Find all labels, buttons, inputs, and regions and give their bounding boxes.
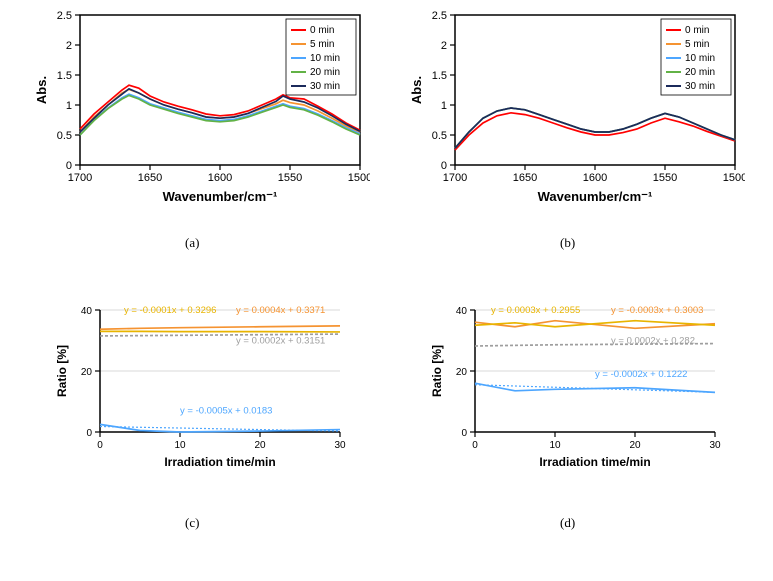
svg-text:0: 0 [441, 160, 447, 172]
svg-text:1500: 1500 [723, 172, 745, 184]
svg-text:1550: 1550 [653, 172, 677, 184]
caption-d: (d) [560, 515, 575, 531]
svg-text:1650: 1650 [513, 172, 537, 184]
svg-text:Ratio [%]: Ratio [%] [430, 345, 444, 397]
svg-text:1650: 1650 [138, 172, 162, 184]
svg-text:40: 40 [456, 306, 468, 317]
svg-text:0 min: 0 min [310, 25, 334, 36]
svg-text:40: 40 [81, 306, 93, 317]
svg-text:20: 20 [81, 367, 93, 378]
svg-text:2.5: 2.5 [432, 10, 447, 22]
svg-text:2.5: 2.5 [57, 10, 72, 22]
svg-text:10: 10 [174, 440, 186, 451]
svg-text:20: 20 [629, 440, 641, 451]
svg-text:2: 2 [441, 40, 447, 52]
svg-text:2: 2 [66, 40, 72, 52]
svg-text:1600: 1600 [208, 172, 232, 184]
svg-text:Ratio [%]: Ratio [%] [55, 345, 69, 397]
caption-a: (a) [185, 235, 199, 251]
panel-b: 1700 1650 1600 1550 1500 0 0.5 1 1.5 2 2.5 Wavenumb… [405, 5, 745, 205]
svg-text:y = -0.0005x + 0.0183: y = -0.0005x + 0.0183 [180, 406, 272, 417]
svg-text:y = -0.0003x + 0.3003: y = -0.0003x + 0.3003 [611, 305, 703, 316]
svg-text:Irradiation time/min: Irradiation time/min [164, 455, 275, 469]
svg-text:Abs.: Abs. [34, 76, 49, 104]
svg-text:30 min: 30 min [310, 81, 340, 92]
svg-text:Irradiation time/min: Irradiation time/min [539, 455, 650, 469]
svg-text:0: 0 [461, 428, 467, 439]
figure-page: 1700 1650 1600 1550 1500 0 0.5 1 1.5 2 2.5 Wavenumb… [0, 0, 773, 581]
caption-b: (b) [560, 235, 575, 251]
svg-text:20: 20 [254, 440, 266, 451]
svg-text:1500: 1500 [348, 172, 370, 184]
svg-text:y = 0.0002x + 0.282: y = 0.0002x + 0.282 [611, 336, 695, 347]
panel-d: 0 10 20 30 0 20 40 Irradiation time/min Ratio [%… [425, 300, 725, 470]
svg-text:y = -0.0002x + 0.1222: y = -0.0002x + 0.1222 [595, 369, 687, 380]
svg-text:0.5: 0.5 [57, 130, 72, 142]
svg-text:1700: 1700 [68, 172, 92, 184]
svg-text:10 min: 10 min [685, 53, 715, 64]
panel-c: 0 10 20 30 0 20 40 Irradiation time/min Ratio [%… [50, 300, 350, 470]
svg-text:y = 0.0002x + 0.3151: y = 0.0002x + 0.3151 [236, 336, 325, 347]
svg-text:0: 0 [66, 160, 72, 172]
svg-text:30: 30 [709, 440, 721, 451]
svg-text:Wavenumber/cm⁻¹: Wavenumber/cm⁻¹ [163, 189, 278, 204]
svg-text:0: 0 [472, 440, 478, 451]
svg-text:5 min: 5 min [310, 39, 334, 50]
svg-text:1600: 1600 [583, 172, 607, 184]
svg-text:y = -0.0001x + 0.3296: y = -0.0001x + 0.3296 [124, 305, 216, 316]
svg-text:1.5: 1.5 [57, 70, 72, 82]
svg-text:0 min: 0 min [685, 25, 709, 36]
svg-text:20 min: 20 min [685, 67, 715, 78]
svg-text:10: 10 [549, 440, 561, 451]
svg-text:1700: 1700 [443, 172, 467, 184]
svg-text:1: 1 [441, 100, 447, 112]
svg-text:Wavenumber/cm⁻¹: Wavenumber/cm⁻¹ [538, 189, 653, 204]
svg-text:0: 0 [86, 428, 92, 439]
svg-text:Abs.: Abs. [409, 76, 424, 104]
caption-c: (c) [185, 515, 199, 531]
svg-text:y = 0.0003x + 0.2955: y = 0.0003x + 0.2955 [491, 305, 580, 316]
svg-text:1: 1 [66, 100, 72, 112]
svg-text:0: 0 [97, 440, 103, 451]
svg-text:5 min: 5 min [685, 39, 709, 50]
svg-text:30: 30 [334, 440, 346, 451]
svg-text:y = 0.0004x + 0.3371: y = 0.0004x + 0.3371 [236, 305, 325, 316]
svg-text:30 min: 30 min [685, 81, 715, 92]
svg-text:1550: 1550 [278, 172, 302, 184]
svg-text:10 min: 10 min [310, 53, 340, 64]
svg-text:20: 20 [456, 367, 468, 378]
svg-text:1.5: 1.5 [432, 70, 447, 82]
panel-a: 1700 1650 1600 1550 1500 0 0.5 1 1.5 2 2.5 Wavenumb… [30, 5, 370, 205]
svg-text:20 min: 20 min [310, 67, 340, 78]
svg-text:0.5: 0.5 [432, 130, 447, 142]
